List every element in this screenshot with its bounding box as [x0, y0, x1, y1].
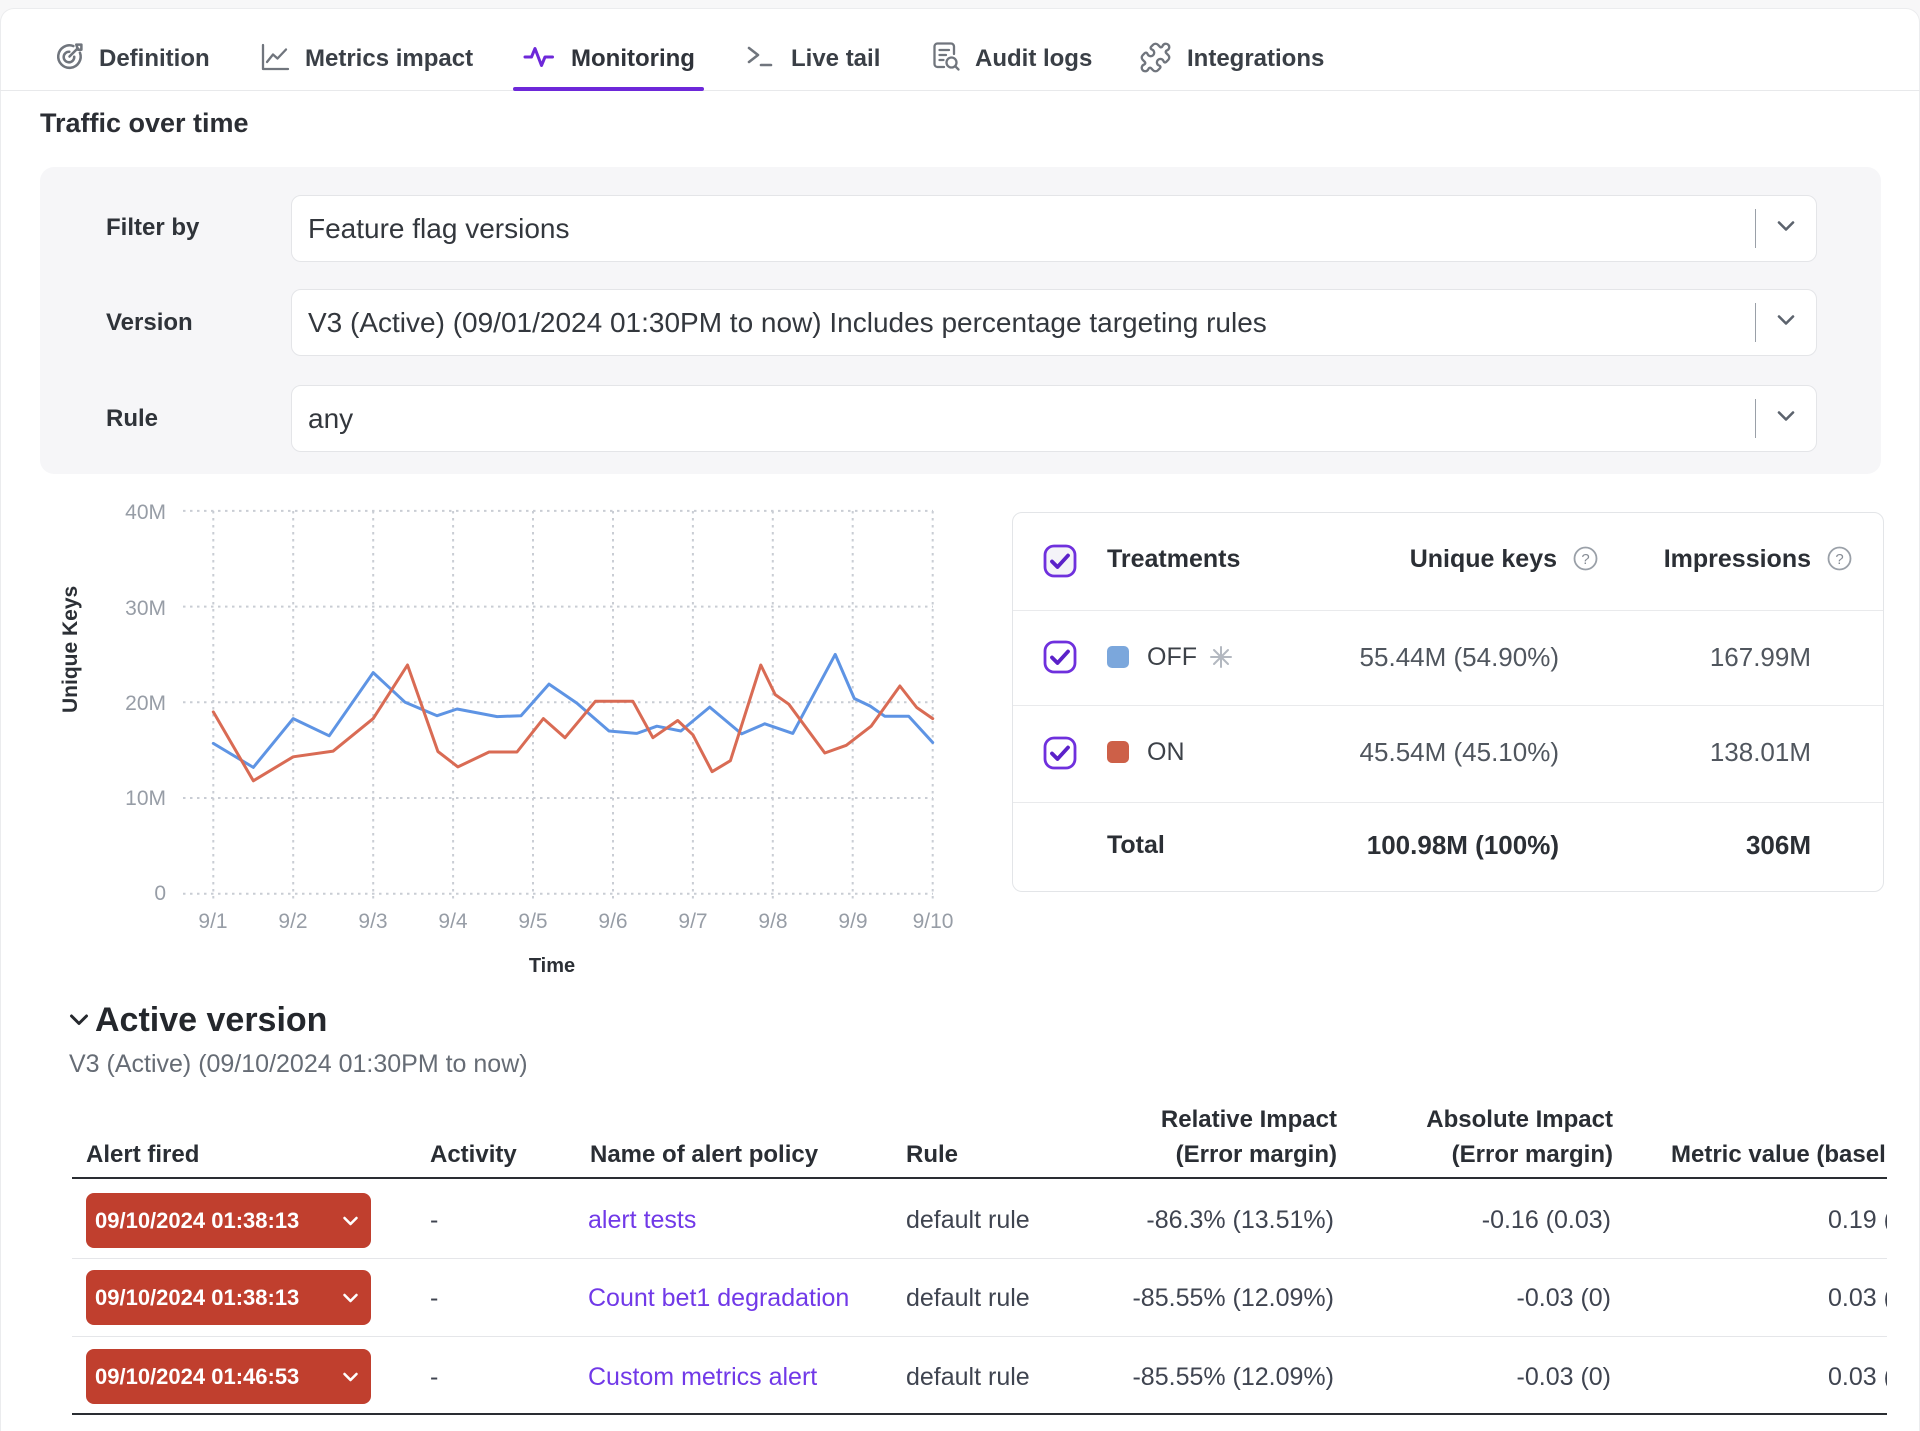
- svg-text:?: ?: [1581, 551, 1589, 568]
- svg-text:?: ?: [1835, 551, 1843, 568]
